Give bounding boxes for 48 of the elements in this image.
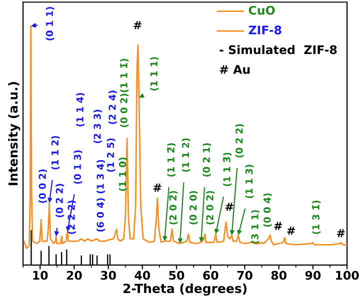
annotation: (2 2 4) bbox=[108, 90, 117, 124]
annotation: (2 0 2̄) bbox=[169, 191, 178, 224]
annotation: (1 1 2) bbox=[51, 136, 60, 170]
annotation: (0 0 2) bbox=[38, 170, 48, 203]
x-axis-title: 2-Theta (degrees) bbox=[123, 283, 246, 296]
x-tick-label: 40 bbox=[134, 270, 150, 280]
annotation: (0 2 2) bbox=[56, 184, 64, 218]
annotation: - Simulated ZIF-8 bbox=[220, 45, 337, 54]
annotation: # bbox=[225, 202, 234, 211]
x-tick-label: 30 bbox=[100, 270, 116, 280]
annotation: ZIF-8 bbox=[248, 26, 282, 34]
annotation: # Au bbox=[220, 65, 250, 74]
x-tick-label: 60 bbox=[203, 270, 218, 280]
annotation: (0 2 2) bbox=[235, 124, 244, 158]
x-tick-label: 90 bbox=[305, 270, 321, 280]
annotation: (0 0 4) bbox=[263, 193, 272, 227]
x-tick-label: 70 bbox=[237, 270, 252, 280]
annotation: # bbox=[134, 21, 142, 30]
annotation: (1 1 2̄) bbox=[167, 143, 176, 177]
annotation: (1 1 3) bbox=[245, 164, 254, 198]
annotation: (0 1 3) bbox=[74, 150, 82, 184]
annotation: (1 1 1) bbox=[150, 57, 159, 90]
annotation: (1 1 4) bbox=[76, 93, 85, 126]
annotation: (3 1 1) bbox=[251, 210, 260, 244]
annotation: (2 0 2) bbox=[206, 191, 214, 224]
annotation: (1 1 3̄) bbox=[223, 152, 232, 186]
annotation: (0 2 1) bbox=[202, 143, 212, 177]
annotation: # bbox=[287, 226, 296, 235]
x-tick-label: 50 bbox=[169, 270, 184, 280]
x-tick-label: 20 bbox=[66, 270, 82, 280]
annotation: (1 1 0) bbox=[118, 158, 128, 191]
x-tick-label: 100 bbox=[336, 270, 359, 280]
annotation: (1 3 1̄) bbox=[312, 200, 321, 234]
annotation: (1 2 5) bbox=[106, 138, 116, 172]
y-axis-title: Intensity (a.u.) bbox=[8, 82, 20, 186]
x-tick-label: 80 bbox=[271, 270, 286, 280]
x-tick-label: 10 bbox=[33, 270, 48, 280]
annotation: (1 3 4) bbox=[96, 160, 105, 194]
annotation: # bbox=[154, 184, 162, 192]
annotation: (6 0 4) bbox=[96, 198, 105, 232]
annotation: (0 1 1) bbox=[46, 6, 54, 40]
annotation: # bbox=[274, 222, 282, 230]
annotation: (0 0 2)(1 1 1̄) bbox=[120, 58, 129, 128]
annotation: (2 3 3) bbox=[94, 110, 102, 144]
annotation: (0 2 0) bbox=[189, 191, 198, 224]
annotation: (1 1 2) bbox=[182, 138, 190, 172]
text: CuO bbox=[248, 6, 275, 15]
annotation: # bbox=[337, 229, 345, 238]
